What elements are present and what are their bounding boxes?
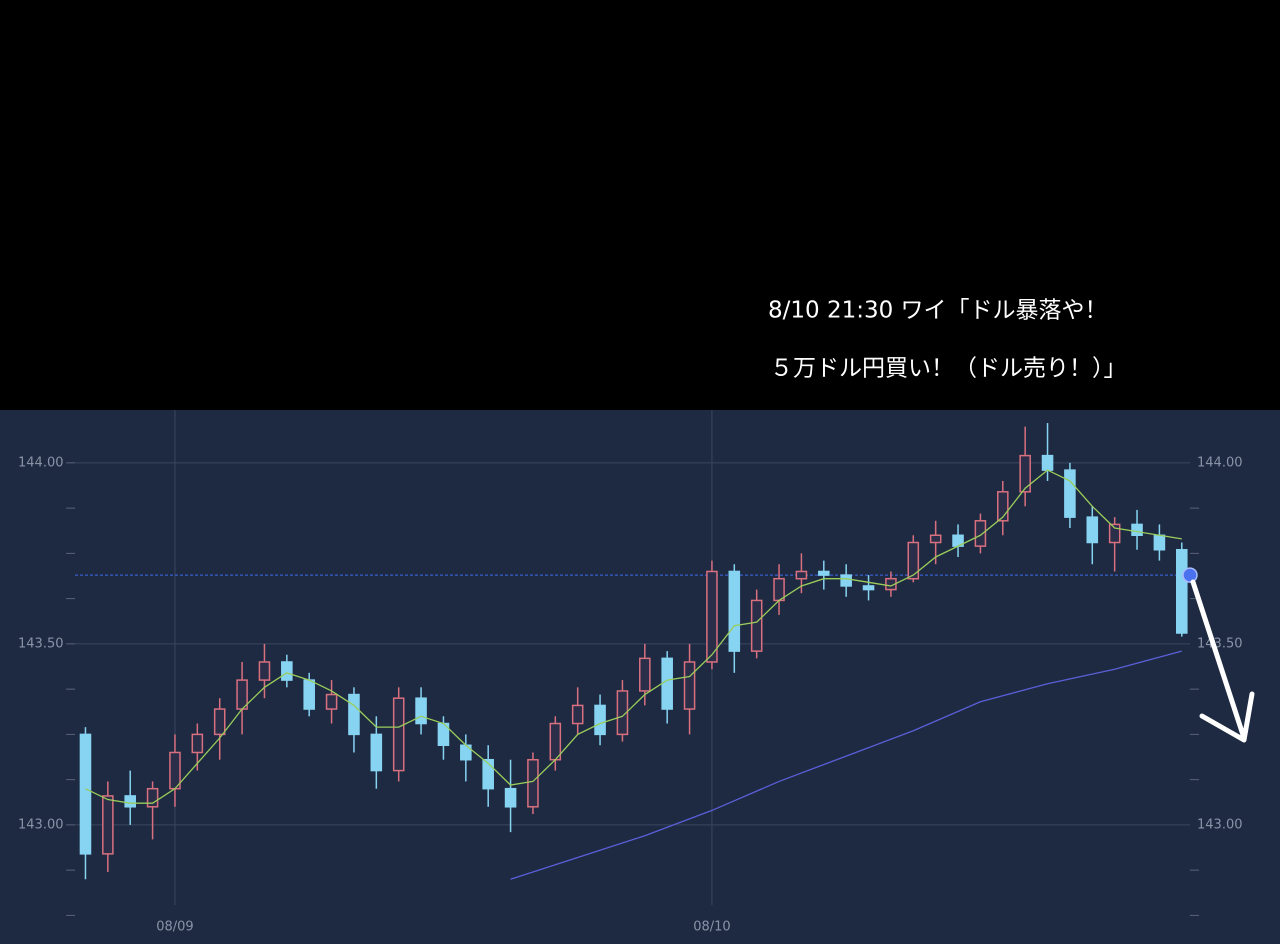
plot: 143.00 143.00 143.50 143.50 144.00 144.00 08/0… [18, 410, 1243, 935]
candle-body [1131, 523, 1143, 537]
candle-body [348, 693, 360, 736]
candle-body [258, 661, 271, 681]
candle-body [146, 787, 159, 808]
candle-body [504, 787, 517, 808]
candle-body [795, 570, 808, 580]
candle-body [1153, 534, 1166, 551]
candle-body [616, 690, 629, 736]
candle-body [549, 722, 562, 761]
candle-body [102, 795, 114, 855]
candle-body [303, 679, 315, 710]
y-tick-label: 143.00 [1197, 817, 1243, 832]
candle-body [1175, 548, 1188, 634]
y-tick-label: 143.50 [18, 636, 64, 651]
y-tick-label: 144.00 [18, 455, 64, 470]
x-tick-label: 08/09 [156, 920, 193, 935]
candle-body [1019, 454, 1031, 493]
candle-body [79, 733, 92, 855]
x-tick-label: 08/10 [693, 920, 730, 935]
candle-body [773, 577, 785, 602]
candle-body [818, 570, 830, 576]
candle-body [1041, 454, 1054, 471]
candle-body [527, 758, 539, 808]
candle-body [907, 541, 920, 580]
candle-body [213, 708, 226, 736]
candle-body [571, 704, 584, 725]
candle-body [661, 657, 673, 710]
candle-body [1064, 469, 1076, 518]
candle-body [1108, 523, 1121, 544]
candle-body [862, 585, 875, 591]
candle-body [974, 520, 987, 547]
candle-body [392, 697, 405, 772]
candle-body [929, 534, 942, 544]
price-marker [1182, 567, 1198, 583]
candle-body [124, 795, 136, 808]
caption-area [0, 0, 1280, 410]
candle-body [706, 570, 718, 663]
candle-body [236, 679, 248, 710]
moving-average [510, 650, 1182, 880]
candle-body [325, 693, 338, 710]
annotation: 8/10 21:30 ワイ「ドル暴落や！ [768, 298, 1108, 324]
candle-body [191, 733, 204, 754]
y-tick-label: 143.50 [1197, 636, 1243, 651]
arrow [1190, 579, 1255, 743]
moving-average [85, 469, 1182, 804]
candle-body [750, 599, 763, 652]
candle-body [370, 733, 383, 772]
candle-body [840, 574, 852, 587]
candle-body [728, 570, 741, 652]
annotation: ５万ドル円買い！（ドル売り！）」 [770, 356, 1127, 382]
candle-body [639, 657, 651, 692]
candle-body [169, 751, 181, 790]
candle-body [997, 491, 1009, 522]
y-tick-label: 144.00 [1197, 455, 1243, 470]
candle-body [594, 704, 606, 736]
y-tick-label: 143.00 [18, 817, 64, 832]
candle-body [415, 697, 427, 725]
candle-body [482, 758, 494, 790]
candle-body [683, 661, 696, 710]
candle-body [281, 661, 293, 681]
candle-body [1086, 516, 1099, 544]
